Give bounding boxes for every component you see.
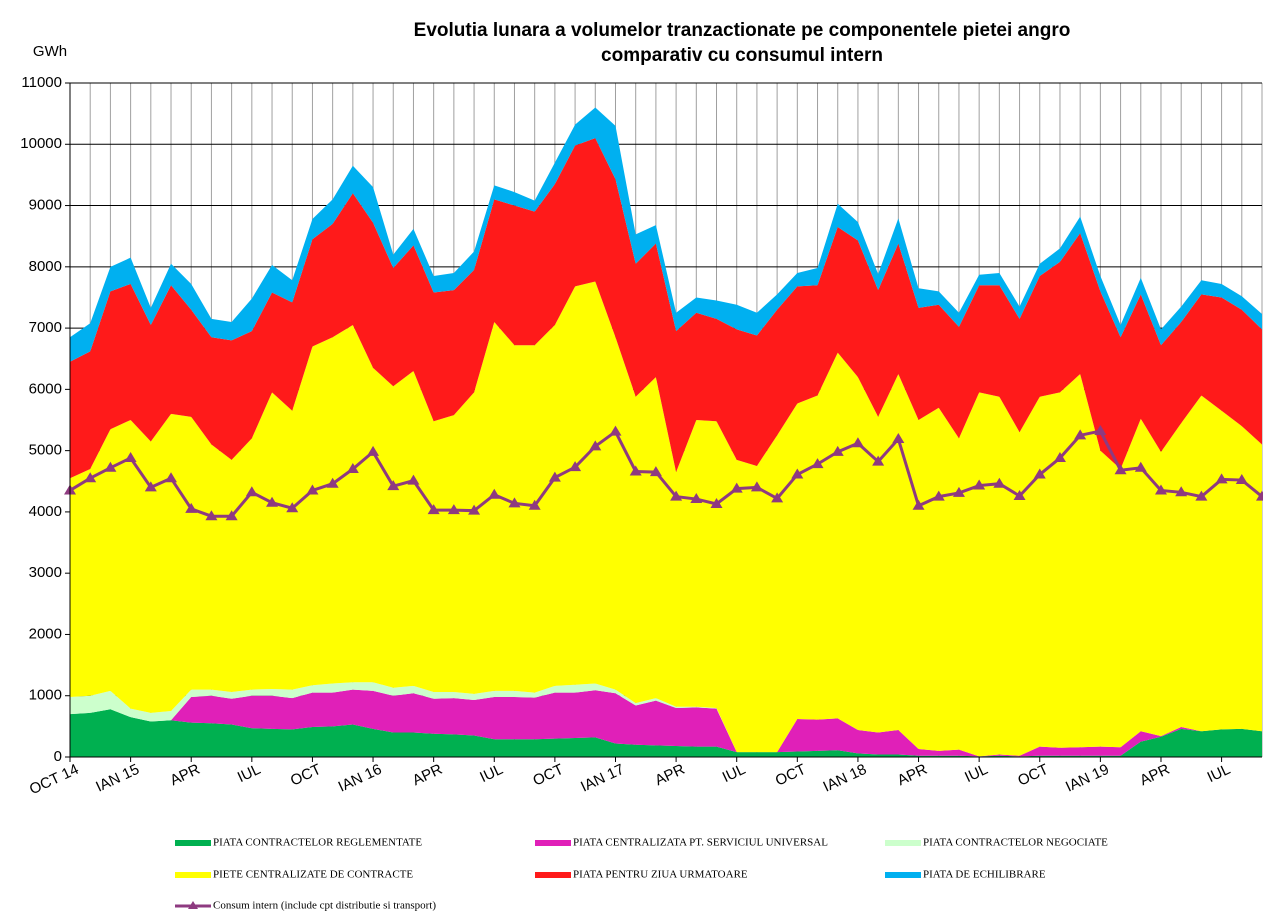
marker bbox=[1235, 474, 1248, 485]
marker bbox=[144, 481, 157, 492]
marker bbox=[791, 468, 804, 479]
marker bbox=[629, 465, 642, 476]
marker bbox=[589, 440, 602, 451]
marker bbox=[1175, 486, 1188, 497]
y-tick-label: 2000 bbox=[29, 625, 62, 642]
legend-label: PIATA CONTRACTELOR REGLEMENTATE bbox=[213, 837, 422, 849]
marker bbox=[84, 472, 97, 483]
legend-label: PIATA DE ECHILIBRARE bbox=[923, 869, 1046, 881]
marker bbox=[447, 504, 460, 515]
marker bbox=[225, 510, 238, 521]
marker bbox=[609, 425, 622, 436]
area bbox=[70, 107, 1262, 362]
legend-label: PIATA CONTRACTELOR NEGOCIATE bbox=[923, 837, 1108, 849]
y-tick-label: 3000 bbox=[29, 564, 62, 581]
legend-swatch bbox=[535, 872, 571, 878]
area bbox=[70, 689, 1262, 757]
marker bbox=[468, 504, 481, 515]
marker bbox=[912, 499, 925, 510]
area bbox=[70, 709, 1262, 757]
legend-label: PIETE CENTRALIZATE DE CONTRACTE bbox=[213, 869, 413, 881]
marker bbox=[710, 497, 723, 508]
marker bbox=[427, 504, 440, 515]
legend-swatch bbox=[188, 901, 198, 909]
marker bbox=[1256, 490, 1263, 501]
marker bbox=[306, 484, 319, 495]
marker bbox=[649, 466, 662, 477]
y-tick-label: 7000 bbox=[29, 319, 62, 336]
marker bbox=[690, 493, 703, 504]
marker bbox=[892, 432, 905, 443]
marker bbox=[266, 496, 279, 507]
legend-label: PIATA CENTRALIZATA PT. SERVICIUL UNIVERS… bbox=[573, 837, 828, 849]
marker bbox=[548, 471, 561, 482]
marker bbox=[326, 477, 339, 488]
marker bbox=[1215, 473, 1228, 484]
marker bbox=[1013, 489, 1026, 500]
chart-title: Evolutia lunara a volumelor tranzactiona… bbox=[414, 20, 1071, 41]
marker bbox=[1033, 468, 1046, 479]
marker bbox=[1134, 461, 1147, 472]
marker bbox=[831, 445, 844, 456]
marker bbox=[205, 510, 218, 521]
chart-title: comparativ cu consumul intern bbox=[601, 45, 883, 66]
y-tick-label: 0 bbox=[54, 748, 62, 765]
marker bbox=[993, 477, 1006, 488]
y-tick-label: 9000 bbox=[29, 197, 62, 214]
marker bbox=[851, 437, 864, 448]
legend-swatch bbox=[175, 840, 211, 846]
marker bbox=[1154, 484, 1167, 495]
legend-swatch bbox=[885, 840, 921, 846]
marker bbox=[771, 492, 784, 503]
marker bbox=[124, 451, 137, 462]
marker bbox=[346, 463, 359, 474]
marker bbox=[104, 461, 117, 472]
marker bbox=[730, 482, 743, 493]
y-tick-label: 8000 bbox=[29, 258, 62, 275]
marker bbox=[932, 490, 945, 501]
legend-swatch bbox=[535, 840, 571, 846]
y-tick-label: 5000 bbox=[29, 442, 62, 459]
legend-label: PIATA PENTRU ZIUA URMATOARE bbox=[573, 869, 748, 881]
marker bbox=[1114, 464, 1127, 475]
area bbox=[70, 138, 1262, 479]
marker bbox=[1074, 429, 1087, 440]
marker bbox=[1053, 451, 1066, 462]
y-axis-label: GWh bbox=[33, 43, 67, 60]
marker bbox=[872, 455, 885, 466]
legend-swatch bbox=[175, 872, 211, 878]
marker bbox=[750, 481, 763, 492]
marker bbox=[488, 488, 501, 499]
marker bbox=[569, 461, 582, 472]
y-tick-label: 1000 bbox=[29, 687, 62, 704]
marker bbox=[670, 490, 683, 501]
marker bbox=[367, 445, 380, 456]
legend-swatch bbox=[885, 872, 921, 878]
marker bbox=[407, 474, 420, 485]
marker bbox=[1094, 425, 1107, 436]
legend-label: Consum intern (include cpt distributie s… bbox=[213, 900, 436, 911]
y-tick-label: 10000 bbox=[20, 135, 62, 152]
marker bbox=[1195, 490, 1208, 501]
marker bbox=[245, 486, 258, 497]
marker bbox=[286, 502, 299, 513]
line bbox=[69, 429, 1263, 518]
marker bbox=[387, 480, 400, 491]
marker bbox=[811, 458, 824, 469]
marker bbox=[185, 502, 198, 513]
marker bbox=[165, 472, 178, 483]
marker bbox=[508, 497, 521, 508]
marker bbox=[952, 486, 965, 497]
y-tick-label: 4000 bbox=[29, 503, 62, 520]
marker bbox=[528, 499, 541, 510]
y-tick-label: 6000 bbox=[29, 380, 62, 397]
marker bbox=[973, 479, 986, 490]
y-tick-label: 11000 bbox=[21, 74, 62, 91]
area bbox=[70, 281, 1262, 757]
